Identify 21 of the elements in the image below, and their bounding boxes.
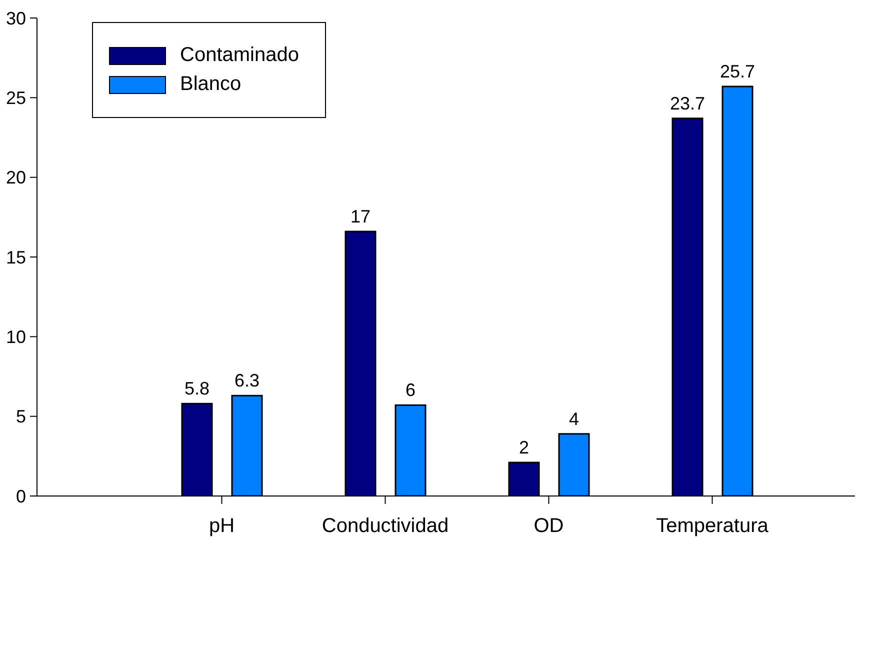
data-label: 6: [405, 380, 416, 400]
x-tick-label: Conductividad: [322, 515, 449, 538]
y-tick-label: 5: [16, 406, 26, 427]
y-tick-label: 30: [6, 8, 26, 28]
legend-label: Contaminado: [180, 44, 299, 67]
x-tick-label: Temperatura: [656, 515, 770, 538]
y-tick-label: 15: [6, 247, 26, 268]
x-tick-label: pH: [208, 515, 235, 538]
y-tick-label: 0: [16, 486, 26, 506]
data-label: 25.7: [720, 62, 756, 82]
data-label: 2: [518, 438, 530, 458]
y-tick-label: 20: [6, 168, 26, 188]
legend-label: Blanco: [180, 73, 242, 96]
data-label: 5.8: [184, 378, 210, 399]
data-label: 23.7: [670, 93, 706, 114]
x-tick-label: OD: [534, 515, 564, 538]
data-label: 17: [350, 206, 371, 227]
data-label: 6.3: [234, 370, 260, 391]
y-tick-label: 10: [6, 327, 26, 348]
data-label: 4: [568, 408, 580, 429]
y-tick-label: 25: [6, 88, 26, 108]
